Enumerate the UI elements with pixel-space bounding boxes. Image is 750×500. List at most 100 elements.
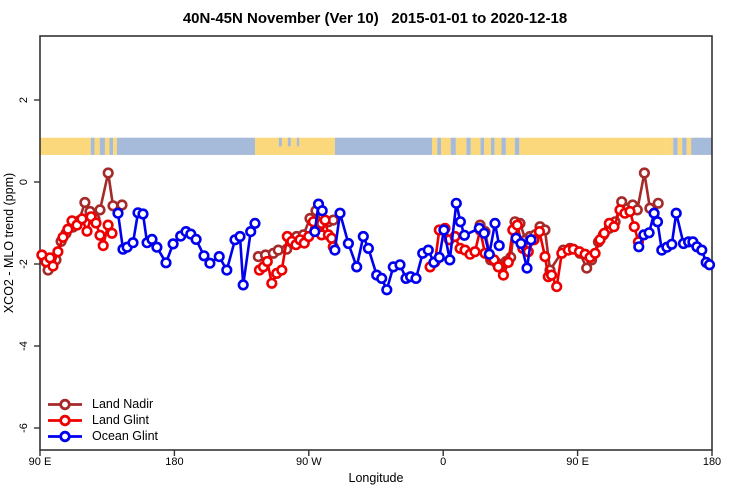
series-point-ocean-glint (483, 248, 495, 260)
series-point-ocean-glint (515, 237, 527, 250)
y-tick-label: 0 (18, 178, 30, 186)
series-point-ocean-glint (160, 257, 172, 269)
series-point-land-glint (492, 261, 504, 273)
series-point-land-nadir (581, 262, 593, 274)
map-band-segment-ocean (691, 137, 712, 155)
series-point-land-glint (57, 231, 69, 243)
series-point-land-glint (266, 277, 278, 289)
series-point-land-glint (76, 213, 88, 225)
series-point-ocean-glint (696, 244, 708, 256)
series-point-ocean-glint (249, 217, 261, 229)
x-tick-label: 180 (165, 456, 184, 468)
series-point-ocean-glint (381, 284, 393, 296)
map-band-segment-land (665, 137, 674, 155)
series-point-ocean-glint (489, 217, 501, 229)
series-point-land-glint (326, 232, 338, 244)
y-tick-label: -6 (18, 423, 30, 433)
plot-box (39, 35, 713, 451)
series-point-ocean-glint (309, 226, 321, 238)
series-point-ocean-glint (521, 262, 533, 274)
legend-item-land-glint: Land Glint (46, 412, 158, 428)
map-band-segment-land (470, 137, 481, 155)
series-point-ocean-glint (204, 257, 216, 269)
series-point-ocean-glint (651, 216, 664, 228)
legend-marker-icon (48, 414, 82, 426)
series-point-ocean-glint (362, 242, 375, 254)
map-band-segment-ocean (99, 137, 105, 155)
map-band-segment-land (505, 137, 515, 155)
series-point-ocean-glint (329, 244, 341, 256)
series-point-land-nadir (638, 167, 651, 179)
series-point-land-glint (628, 221, 640, 233)
legend-circle (59, 430, 71, 442)
map-band-segment-ocean (116, 137, 256, 155)
y-tick-label: 2 (18, 96, 30, 104)
legend-label: Land Nadir (92, 397, 154, 411)
series-point-ocean-glint (422, 244, 434, 256)
series-point-land-nadir (102, 167, 114, 179)
series-point-ocean-glint (458, 229, 471, 241)
series-point-land-glint (624, 205, 636, 218)
legend: Land Nadir Land Glint Ocean Glint (46, 396, 158, 444)
series-point-ocean-glint (334, 207, 346, 219)
chart-title: 40N-45N November (Ver 10) 2015-01-01 to … (182, 10, 568, 27)
series-point-ocean-glint (190, 233, 202, 245)
series-point-ocean-glint (351, 261, 363, 273)
y-axis-label: XCO2 - MLO trend (ppm) (2, 172, 16, 314)
map-band-segment-ocean (334, 137, 432, 155)
series-point-ocean-glint (198, 250, 210, 262)
series-point-ocean-glint (137, 208, 149, 220)
y-tick-label: -4 (18, 341, 30, 351)
series-point-land-glint (551, 281, 563, 293)
series-point-ocean-glint (394, 259, 406, 271)
series-point-ocean-glint (167, 238, 179, 250)
map-band-segment-ocean (90, 137, 95, 155)
x-tick-label: 180 (702, 456, 722, 468)
series-point-land-glint (94, 229, 106, 241)
map-band-lake-notch (296, 137, 300, 147)
series-line-ocean-glint (116, 211, 257, 287)
legend-item-ocean-glint: Ocean Glint (46, 428, 158, 444)
series-point-ocean-glint (444, 254, 456, 266)
map-band-segment-ocean (466, 137, 471, 155)
series-point-ocean-glint (438, 224, 450, 236)
series-point-land-glint (97, 240, 109, 252)
series-point-ocean-glint (151, 241, 163, 253)
map-band-segment-land (686, 137, 692, 155)
series-point-land-nadir (652, 197, 664, 209)
map-band-segment-land (494, 137, 502, 155)
series-line-ocean-glint (333, 202, 501, 292)
legend-marker-icon (48, 398, 82, 410)
series-point-ocean-glint (410, 272, 422, 285)
series-point-land-glint (589, 247, 601, 259)
series-point-ocean-glint (245, 226, 257, 238)
map-band-lake-notch (287, 137, 291, 147)
x-tick-label: 90 E (566, 456, 589, 468)
series-point-ocean-glint (221, 264, 233, 276)
series-point-ocean-glint (666, 238, 678, 250)
x-tick-label: 0 (440, 456, 447, 468)
map-band-segment-land (484, 137, 491, 155)
map-band-segment-ocean (109, 137, 114, 155)
series-point-ocean-glint (670, 207, 682, 219)
series-point-land-glint (47, 260, 59, 272)
series-line-ocean-glint (637, 211, 711, 267)
series-point-land-glint (62, 223, 74, 235)
map-band-segment-land (255, 137, 335, 155)
series-point-land-glint (106, 227, 118, 239)
series-point-ocean-glint (433, 251, 445, 263)
series-point-ocean-glint (342, 237, 355, 250)
series-point-ocean-glint (648, 207, 660, 219)
series-point-land-glint (90, 217, 102, 229)
map-band-segment-land (94, 137, 100, 155)
series-point-land-nadir (79, 196, 91, 209)
map-band-segment-ocean (673, 137, 678, 155)
series-point-land-glint (502, 256, 514, 269)
legend-circle (59, 398, 71, 410)
series-point-ocean-glint (316, 205, 328, 217)
legend-item-land-nadir: Land Nadir (46, 396, 158, 412)
map-band-segment-ocean (682, 137, 687, 155)
series-point-ocean-glint (450, 197, 462, 209)
